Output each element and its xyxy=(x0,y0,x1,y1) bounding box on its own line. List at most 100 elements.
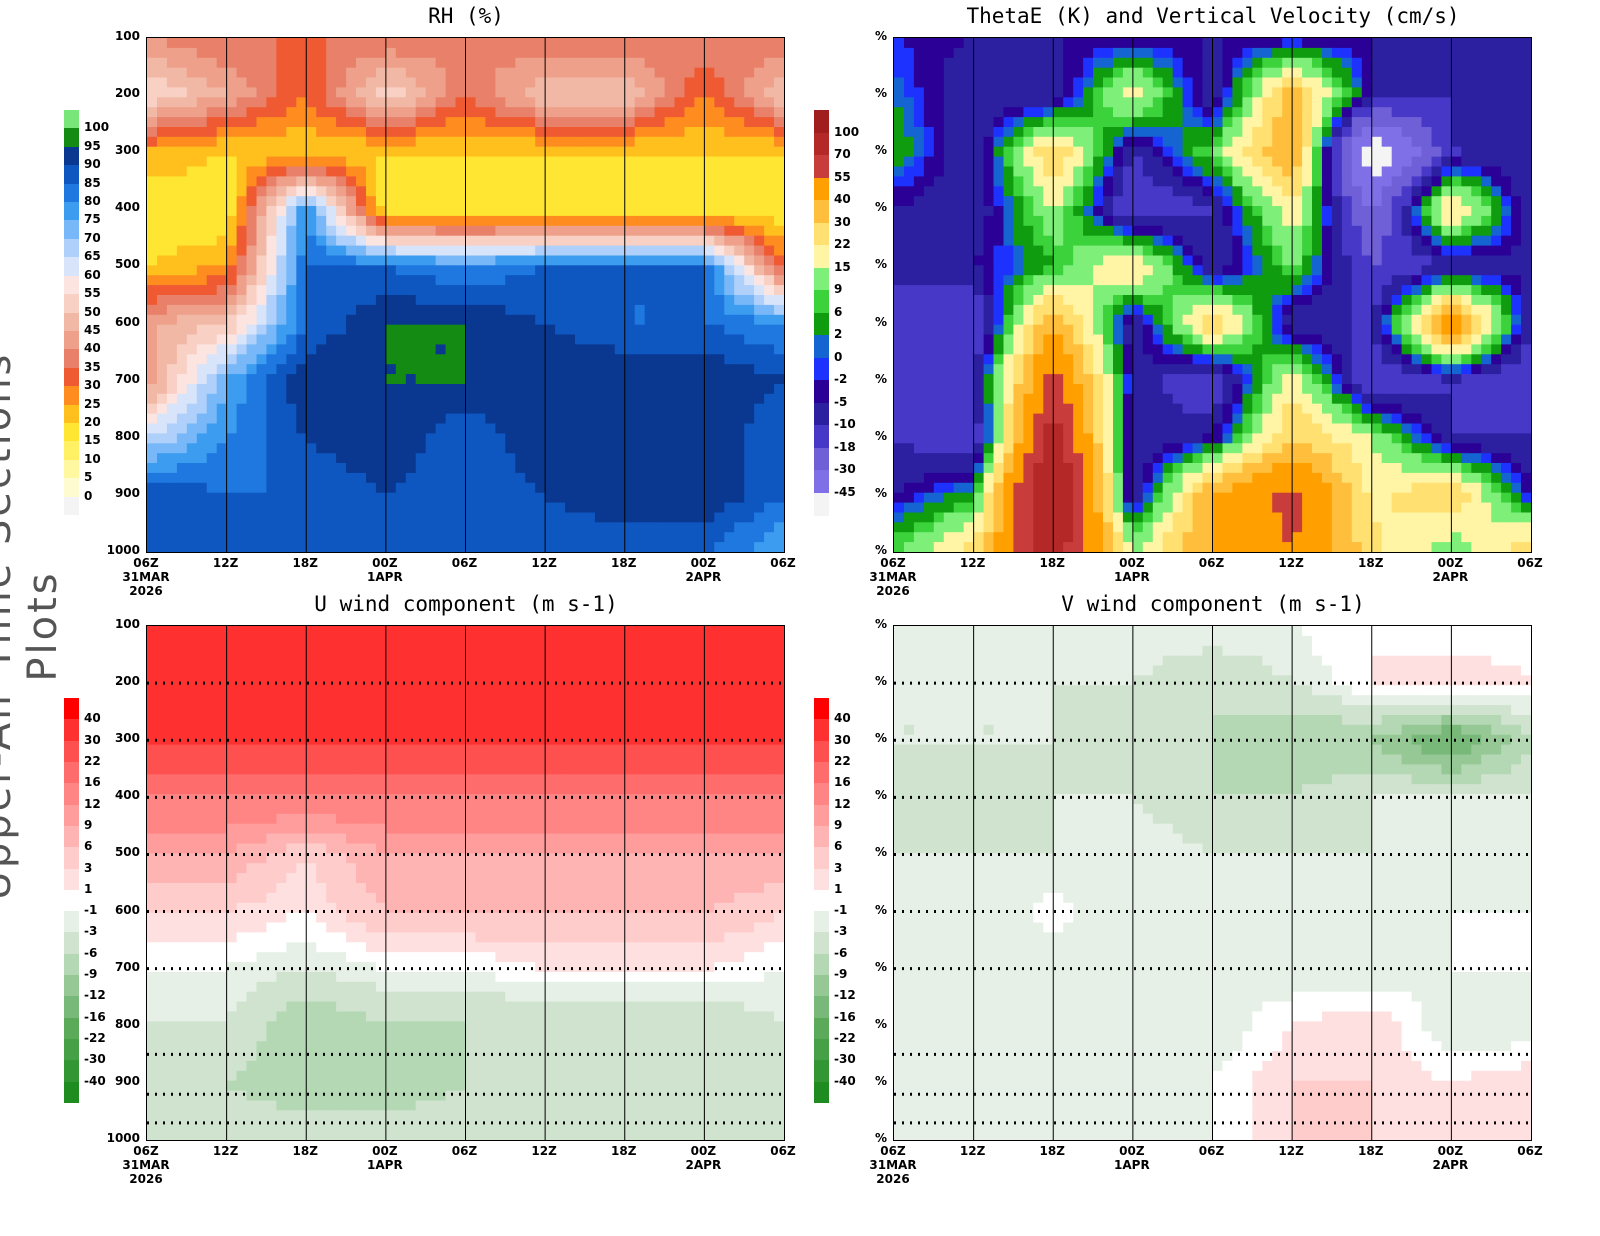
heatmap-cell xyxy=(1401,146,1413,158)
heatmap-cell xyxy=(206,443,218,454)
heatmap-cell xyxy=(475,38,487,49)
heatmap-cell xyxy=(684,196,696,207)
heatmap-cell xyxy=(913,265,925,276)
heatmap-cell xyxy=(1202,215,1214,227)
heatmap-cell xyxy=(425,324,437,336)
heatmap-cell xyxy=(1292,235,1303,247)
heatmap-cell xyxy=(634,512,646,523)
heatmap-cell xyxy=(1361,77,1373,88)
heatmap-cell xyxy=(316,77,327,88)
heatmap-cell xyxy=(1013,77,1024,88)
heatmap-cell xyxy=(246,532,258,543)
heatmap-cell xyxy=(1272,245,1283,257)
heatmap-cell xyxy=(405,374,417,385)
heatmap-cell xyxy=(684,453,696,464)
heatmap-cell xyxy=(734,542,745,552)
heatmap-cell xyxy=(674,364,686,375)
heatmap-cell xyxy=(157,255,168,266)
colorbar-label: 55 xyxy=(84,286,101,301)
heatmap-cell xyxy=(734,87,745,98)
heatmap-cell xyxy=(1113,117,1124,128)
heatmap-cell xyxy=(1441,117,1452,128)
heatmap-cell xyxy=(405,146,417,158)
heatmap-cell xyxy=(366,117,377,128)
heatmap-cell xyxy=(525,393,536,405)
y-tick-label: 100 xyxy=(114,29,140,43)
heatmap-cell xyxy=(336,206,347,217)
heatmap-cell xyxy=(525,364,536,375)
heatmap-cell xyxy=(704,542,715,552)
heatmap-cell xyxy=(206,364,218,375)
heatmap-cell xyxy=(1192,206,1204,217)
heatmap-cell xyxy=(206,344,218,355)
heatmap-cell xyxy=(226,136,238,148)
heatmap-cell xyxy=(256,542,268,552)
heatmap-cell xyxy=(1381,117,1393,128)
heatmap-cell xyxy=(276,97,287,108)
heatmap-cell xyxy=(465,57,477,69)
heatmap-cell xyxy=(565,433,576,444)
heatmap-cell xyxy=(1202,235,1214,247)
heatmap-cell xyxy=(1113,57,1124,69)
heatmap-cell xyxy=(1341,235,1353,247)
heatmap-cell xyxy=(594,225,606,237)
heatmap-cell xyxy=(664,47,676,59)
heatmap-cell xyxy=(555,532,566,543)
heatmap-cell xyxy=(1222,87,1234,98)
heatmap-cell xyxy=(714,136,725,148)
heatmap-cell xyxy=(435,413,447,425)
heatmap-cell xyxy=(445,235,457,247)
heatmap-cell xyxy=(286,265,297,276)
heatmap-cell xyxy=(704,482,715,494)
heatmap-cell xyxy=(1431,77,1443,88)
heatmap-cell xyxy=(196,364,208,375)
heatmap-cell xyxy=(774,196,784,207)
heatmap-cell xyxy=(1341,166,1353,177)
heatmap-cell xyxy=(1202,146,1214,158)
heatmap-cell xyxy=(356,47,367,59)
heatmap-cell xyxy=(555,255,566,266)
heatmap-cell xyxy=(764,542,775,552)
heatmap-cell xyxy=(694,107,705,118)
heatmap-cell xyxy=(147,295,158,306)
heatmap-cell xyxy=(714,127,725,138)
heatmap-cell xyxy=(664,384,676,395)
heatmap-cell xyxy=(894,255,905,266)
heatmap-cell xyxy=(1113,196,1124,207)
heatmap-cell xyxy=(674,38,686,49)
heatmap-cell xyxy=(634,423,646,434)
heatmap-cell xyxy=(485,334,496,345)
heatmap-cell xyxy=(614,463,626,474)
heatmap-cell xyxy=(216,295,228,306)
heatmap-cell xyxy=(993,97,1005,108)
heatmap-cell xyxy=(455,87,467,98)
heatmap-cell xyxy=(624,127,636,138)
heatmap-cell xyxy=(724,245,735,257)
heatmap-cell xyxy=(306,38,317,49)
heatmap-cell xyxy=(157,304,168,316)
heatmap-cell xyxy=(366,97,377,108)
heatmap-cell xyxy=(1132,166,1144,177)
heatmap-cell xyxy=(1192,255,1204,266)
heatmap-cell xyxy=(604,512,616,523)
heatmap-cell xyxy=(1113,255,1124,266)
heatmap-cell xyxy=(594,127,606,138)
heatmap-cell xyxy=(555,146,566,158)
heatmap-cell xyxy=(475,166,487,177)
heatmap-cell xyxy=(604,67,616,79)
heatmap-cell xyxy=(1351,117,1363,128)
heatmap-cell xyxy=(1501,97,1512,108)
heatmap-cell xyxy=(684,107,696,118)
heatmap-cell xyxy=(226,146,238,158)
heatmap-cell xyxy=(475,215,487,227)
heatmap-cell xyxy=(774,482,784,494)
heatmap-cell xyxy=(216,384,228,395)
heatmap-cell xyxy=(724,443,735,454)
heatmap-cell xyxy=(594,38,606,49)
heatmap-cell xyxy=(734,285,745,296)
heatmap-cell xyxy=(614,38,626,49)
heatmap-cell xyxy=(1073,107,1084,118)
heatmap-cell xyxy=(1451,47,1462,59)
heatmap-cell xyxy=(395,423,407,434)
heatmap-cell xyxy=(1331,215,1343,227)
